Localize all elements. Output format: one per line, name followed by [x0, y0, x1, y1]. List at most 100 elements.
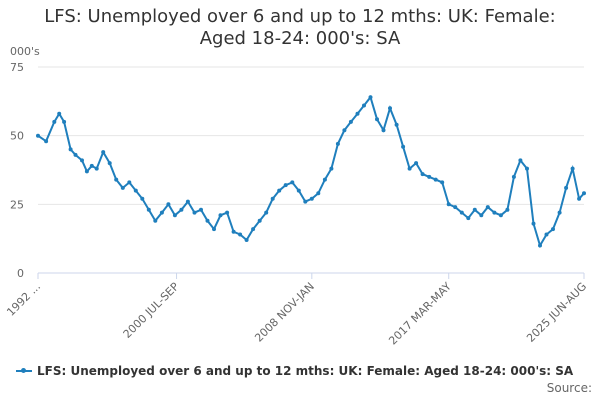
data-point[interactable]	[264, 210, 269, 215]
data-point[interactable]	[342, 128, 347, 133]
data-point[interactable]	[133, 188, 138, 193]
data-point[interactable]	[570, 166, 575, 171]
data-point[interactable]	[401, 144, 406, 149]
data-point[interactable]	[89, 163, 94, 168]
data-point[interactable]	[127, 180, 132, 185]
data-point[interactable]	[335, 141, 340, 146]
data-point[interactable]	[329, 166, 334, 171]
data-point[interactable]	[192, 210, 197, 215]
data-point[interactable]	[179, 207, 184, 212]
data-point[interactable]	[427, 174, 432, 179]
data-point[interactable]	[557, 210, 562, 215]
data-point[interactable]	[577, 196, 582, 201]
data-point[interactable]	[166, 202, 171, 207]
data-point[interactable]	[309, 196, 314, 201]
data-point[interactable]	[316, 191, 321, 196]
y-axis-unit-label: 000's	[10, 45, 40, 58]
data-point[interactable]	[433, 177, 438, 182]
legend-line-marker-icon	[16, 368, 32, 373]
data-point[interactable]	[218, 213, 223, 218]
data-point[interactable]	[531, 221, 536, 226]
data-point[interactable]	[381, 128, 386, 133]
data-point[interactable]	[238, 232, 243, 237]
data-point[interactable]	[80, 158, 84, 163]
data-point[interactable]	[525, 166, 529, 171]
data-point[interactable]	[244, 238, 249, 242]
data-point[interactable]	[394, 122, 399, 127]
data-point[interactable]	[388, 106, 392, 111]
series-points	[36, 95, 586, 248]
data-point[interactable]	[73, 152, 78, 157]
data-point[interactable]	[290, 180, 295, 185]
data-point[interactable]	[296, 188, 301, 193]
data-point[interactable]	[564, 185, 569, 190]
x-tick-label: 2017 MAR-MAY	[386, 280, 454, 348]
source-label: Source:	[546, 381, 592, 395]
y-tick-label: 0	[17, 267, 24, 280]
data-point[interactable]	[283, 183, 288, 188]
data-point[interactable]	[94, 166, 99, 171]
data-point[interactable]	[270, 196, 275, 201]
data-point[interactable]	[466, 216, 471, 221]
legend[interactable]: LFS: Unemployed over 6 and up to 12 mths…	[16, 364, 573, 378]
data-point[interactable]	[146, 207, 151, 212]
data-point[interactable]	[107, 161, 112, 166]
data-point[interactable]	[52, 119, 57, 124]
y-tick-label: 25	[10, 198, 24, 211]
data-point[interactable]	[348, 119, 353, 124]
data-point[interactable]	[205, 218, 210, 223]
data-point[interactable]	[62, 119, 67, 124]
data-point[interactable]	[257, 218, 262, 223]
data-point[interactable]	[68, 147, 73, 152]
data-point[interactable]	[36, 133, 40, 138]
data-point[interactable]	[153, 218, 158, 223]
data-point[interactable]	[101, 150, 106, 155]
data-point[interactable]	[251, 227, 256, 232]
data-point[interactable]	[498, 213, 503, 218]
data-point[interactable]	[518, 158, 523, 163]
x-axis-ticks: 1992 ... 2000 JUL-SEP 2008 NOV-JAN 2017 MAR…	[4, 273, 589, 348]
data-point[interactable]	[544, 232, 549, 237]
data-point[interactable]	[84, 169, 89, 174]
data-point[interactable]	[277, 188, 282, 193]
data-point[interactable]	[199, 207, 203, 212]
chart-title-line-1: LFS: Unemployed over 6 and up to 12 mths…	[44, 6, 556, 27]
data-point[interactable]	[420, 172, 425, 177]
data-point[interactable]	[492, 210, 497, 215]
data-point[interactable]	[453, 205, 458, 210]
chart-title: LFS: Unemployed over 6 and up to 12 mths…	[0, 6, 600, 50]
data-point[interactable]	[362, 103, 366, 108]
data-point[interactable]	[172, 213, 177, 218]
data-point[interactable]	[440, 180, 445, 185]
data-point[interactable]	[505, 207, 510, 212]
data-point[interactable]	[551, 227, 555, 232]
data-point[interactable]	[231, 229, 236, 234]
data-point[interactable]	[44, 139, 49, 144]
data-point[interactable]	[407, 166, 412, 171]
data-point[interactable]	[322, 177, 327, 182]
data-point[interactable]	[120, 185, 125, 190]
data-point[interactable]	[375, 117, 379, 122]
data-point[interactable]	[225, 210, 230, 215]
data-point[interactable]	[140, 196, 145, 201]
data-point[interactable]	[414, 161, 419, 166]
data-point[interactable]	[114, 177, 119, 182]
data-point[interactable]	[355, 111, 360, 116]
y-tick-label: 50	[10, 130, 24, 143]
chart-title-line-2: Aged 18-24: 000's: SA	[199, 28, 401, 49]
data-point[interactable]	[159, 210, 164, 215]
data-point[interactable]	[185, 199, 190, 204]
data-point[interactable]	[303, 199, 308, 204]
data-point[interactable]	[368, 95, 373, 100]
data-point[interactable]	[485, 205, 490, 210]
y-axis-ticks: 0 25 50 75	[10, 61, 24, 280]
data-point[interactable]	[57, 111, 62, 116]
data-point[interactable]	[479, 213, 484, 218]
data-point[interactable]	[212, 227, 216, 232]
data-point[interactable]	[459, 210, 464, 215]
data-point[interactable]	[538, 243, 542, 248]
data-point[interactable]	[511, 174, 516, 179]
data-point[interactable]	[472, 207, 477, 212]
data-point[interactable]	[582, 191, 586, 196]
data-point[interactable]	[446, 202, 451, 207]
